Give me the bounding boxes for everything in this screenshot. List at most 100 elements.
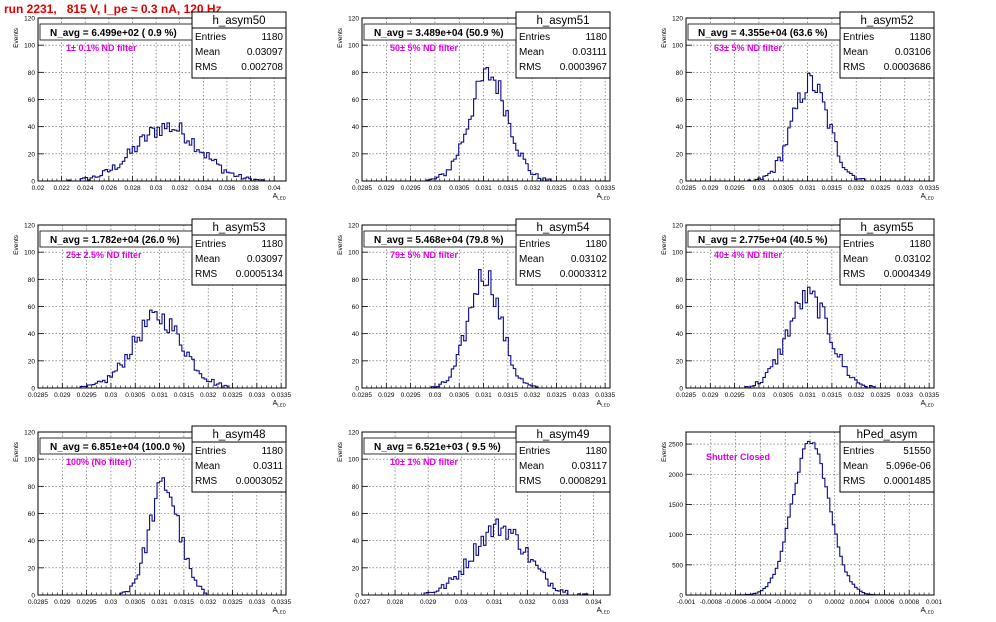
y-tick-label: 120 <box>672 223 683 230</box>
x-tick-label: 0.0305 <box>449 185 469 192</box>
stats-label: Entries <box>843 32 874 43</box>
stats-label: Entries <box>519 32 550 43</box>
x-tick-label: 0.029 <box>54 599 71 606</box>
stats-label: Entries <box>519 446 550 457</box>
stats-label: RMS <box>195 269 218 280</box>
y-tick-label: 40 <box>676 124 684 131</box>
y-tick-label: 0 <box>355 179 359 186</box>
stats-title: h_asym53 <box>212 222 265 234</box>
navg-box <box>363 437 517 455</box>
x-tick-label: 0.0335 <box>595 185 615 192</box>
stats-label: Mean <box>195 47 220 58</box>
y-tick-label: 0 <box>31 179 35 186</box>
y-tick-label: 120 <box>672 16 683 23</box>
y-tick-label: 60 <box>676 97 684 104</box>
y-tick-label: 120 <box>24 223 35 230</box>
y-tick-label: 120 <box>348 223 359 230</box>
histogram-line-h_asym53 <box>38 309 286 389</box>
x-tick-label: 0.032 <box>848 185 865 192</box>
y-axis-label: Events <box>13 441 20 462</box>
navg-text: N_avg = 6.521e+03 ( 9.5 %) <box>374 442 501 453</box>
y-tick-label: 20 <box>676 151 684 158</box>
stats-title: h_asym49 <box>536 429 589 441</box>
y-tick-label: 80 <box>352 70 360 77</box>
stats-value: 0.0001485 <box>884 476 932 487</box>
stats-label: Entries <box>195 32 226 43</box>
y-tick-label: 100 <box>672 250 683 257</box>
x-axis-label: ALED <box>597 193 611 201</box>
y-tick-label: 40 <box>352 538 360 545</box>
stats-value: 1180 <box>585 32 607 43</box>
y-tick-label: 0 <box>355 386 359 393</box>
stats-title: h_asym55 <box>860 222 913 234</box>
x-tick-label: 0.03 <box>105 392 118 399</box>
x-tick-label: 0.031 <box>475 392 492 399</box>
stats-box <box>191 425 287 493</box>
histogram-h_asym53: 0.0285 0.029 0.0295 0.03 0.0305 0.031 0.0315 0.… <box>13 218 291 408</box>
x-tick-label: 0.029 <box>378 392 395 399</box>
y-tick-label: 60 <box>676 304 684 311</box>
x-tick-label: 0.0295 <box>77 392 97 399</box>
y-tick-label: 100 <box>24 457 35 464</box>
navg-box <box>363 23 517 41</box>
x-tick-label: 0.033 <box>249 392 266 399</box>
x-tick-label: 0.032 <box>848 392 865 399</box>
x-tick-label: 0.0305 <box>773 392 793 399</box>
x-tick-label: 0.03 <box>429 185 442 192</box>
histogram-line-h_asym51 <box>362 66 610 182</box>
stats-title: h_asym50 <box>212 15 265 27</box>
stats-title: h_asym52 <box>860 15 913 27</box>
x-tick-label: 0.0295 <box>77 599 97 606</box>
x-tick-label: 0.036 <box>219 185 236 192</box>
navg-box <box>39 437 193 455</box>
x-tick-label: 0.0285 <box>676 185 696 192</box>
y-tick-label: 60 <box>352 304 360 311</box>
x-tick-label: 0.0285 <box>28 599 48 606</box>
x-tick-label: 0.031 <box>151 392 168 399</box>
stats-value: 1180 <box>909 32 931 43</box>
stats-label: RMS <box>195 62 218 73</box>
x-tick-label: 0.033 <box>897 185 914 192</box>
y-tick-label: 0 <box>355 593 359 600</box>
x-tick-label: 0.031 <box>799 185 816 192</box>
x-tick-label: 0.032 <box>172 185 189 192</box>
x-tick-label: 0.0285 <box>676 392 696 399</box>
stats-box <box>515 218 611 286</box>
stats-value: 0.0003967 <box>560 62 608 73</box>
x-tick-label: 0.03 <box>753 392 766 399</box>
x-tick-label: 0.0285 <box>352 185 372 192</box>
y-tick-label: 20 <box>352 151 360 158</box>
stats-value: 0.03102 <box>571 254 608 265</box>
stats-value: 5.096e-06 <box>886 461 931 472</box>
y-tick-label: 100 <box>348 250 359 257</box>
x-tick-label: 0.0315 <box>174 599 194 606</box>
x-tick-label: 0.0335 <box>595 392 615 399</box>
stats-label: Mean <box>843 461 868 472</box>
y-tick-label: 60 <box>28 304 36 311</box>
stats-value: 0.03117 <box>572 461 608 472</box>
x-tick-label: 0.0285 <box>352 392 372 399</box>
x-tick-label: 0.028 <box>124 185 141 192</box>
x-tick-label: -0.0008 <box>700 599 722 606</box>
x-axis-label: ALED <box>273 607 287 615</box>
x-tick-label: 0.027 <box>354 599 371 606</box>
x-tick-label: 0.0325 <box>871 392 891 399</box>
y-tick-label: 0 <box>31 386 35 393</box>
histogram-h_asym54: 0.0285 0.029 0.0295 0.03 0.0305 0.031 0.0315 0.… <box>337 218 615 408</box>
y-axis-label: Events <box>661 27 668 48</box>
x-tick-label: 0.0006 <box>874 599 894 606</box>
y-tick-label: 40 <box>28 124 36 131</box>
stats-value: 0.0311 <box>253 461 283 472</box>
stats-label: Entries <box>843 446 874 457</box>
filter-note: 50± 5% ND filter <box>390 43 458 53</box>
histogram-line-h_asym54 <box>362 269 610 389</box>
stats-value: 1180 <box>261 239 283 250</box>
histogram-line-h_asym50 <box>38 122 286 182</box>
x-tick-label: 0.001 <box>926 599 943 606</box>
stats-value: 0.03097 <box>247 254 284 265</box>
y-tick-label: 40 <box>352 331 360 338</box>
x-axis-label: ALED <box>921 607 935 615</box>
filter-note: 40± 4% ND filter <box>714 250 782 260</box>
stats-value: 0.03097 <box>247 47 284 58</box>
histogram-h_asym50: 0.02 0.022 0.024 0.026 0.028 0.03 0.032 0.034 0.… <box>13 11 287 201</box>
